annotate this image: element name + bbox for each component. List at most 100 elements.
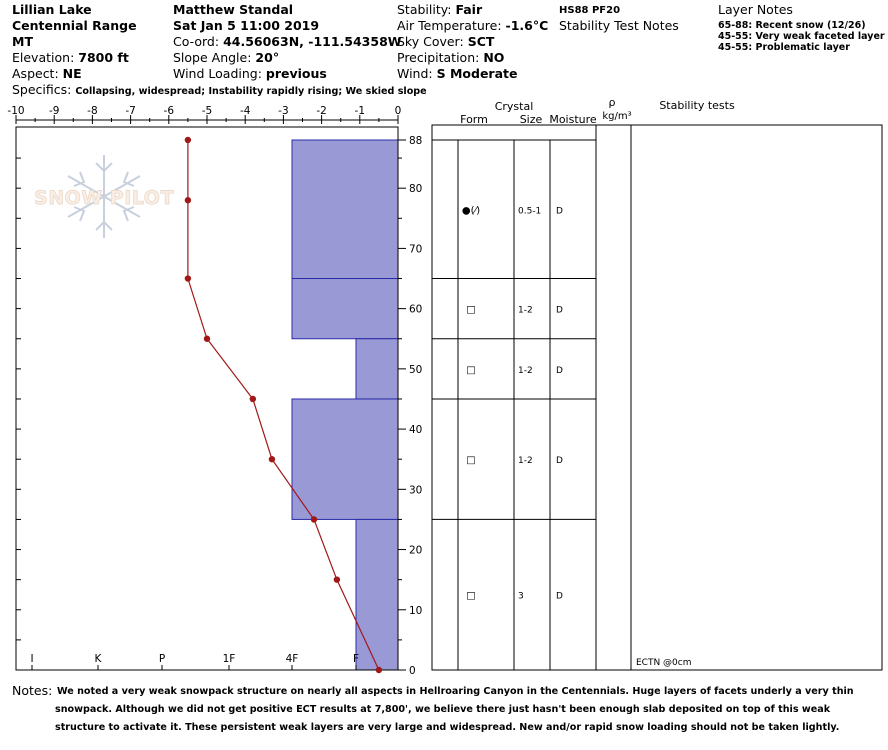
elevation-value: 7800 ft — [78, 50, 129, 65]
wind-loading-label: Wind Loading: — [173, 66, 262, 81]
height-tick-label: 10 — [409, 605, 422, 617]
hardness-tick-label: F — [353, 653, 359, 665]
height-tick-label: 20 — [409, 545, 422, 557]
layer-moisture: D — [556, 206, 563, 216]
precip-value: NO — [483, 50, 505, 65]
temperature-point — [184, 136, 192, 144]
elevation-label: Elevation: — [12, 50, 75, 65]
sky-row: Sky Cover: SCT — [397, 34, 494, 50]
observer-name: Matthew Standal — [173, 2, 294, 17]
hardness-bar — [291, 398, 399, 520]
hs-pf: HS88 PF20 — [559, 5, 621, 16]
stability-test-result: ECTN @0cm — [636, 658, 692, 668]
layer-note: 45-55: Very weak faceted layer — [718, 31, 885, 42]
size-header: Size — [520, 113, 543, 126]
wind-value: S Moderate — [436, 66, 518, 81]
observation-datetime: Sat Jan 5 11:00 2019 — [173, 18, 320, 33]
temperature-point — [184, 197, 192, 204]
height-tick-label: 70 — [409, 243, 422, 255]
aspect-row: Aspect: NE — [12, 66, 82, 82]
temperature-tick-label: -3 — [278, 105, 288, 117]
hardness-tick-label: 1F — [223, 653, 236, 665]
plot-frame: -10 -9 -8 -7 -6 -5 -4 -3 -2 -1 0010203040506070808… — [7, 105, 422, 677]
hardness-profile — [291, 139, 399, 671]
temperature-tick-label: -6 — [164, 105, 175, 117]
layer-size: 1-2 — [518, 366, 533, 376]
height-tick-label: 40 — [409, 424, 422, 436]
temperature-point — [310, 516, 318, 523]
density-header: ρ — [609, 96, 616, 109]
temperature-tick-label: -9 — [49, 105, 59, 117]
layer-form: □ — [466, 591, 475, 602]
range-name: Centennial Range — [12, 18, 137, 33]
wind-loading-row: Wind Loading: previous — [173, 66, 327, 82]
temperature-point — [333, 576, 341, 583]
layer-moisture: D — [556, 306, 563, 316]
layer-table: Crystal Form Size Moisture ρ kg/m³ Stability t… — [431, 96, 883, 671]
height-tick-label: 50 — [409, 364, 422, 376]
notes-label: Notes: — [12, 683, 53, 698]
aspect-label: Aspect: — [12, 66, 59, 81]
layer-size: 0.5-1 — [518, 206, 541, 216]
temperature-tick-label: 0 — [395, 105, 402, 117]
slope-row: Slope Angle: 20° — [173, 50, 279, 66]
stability-label: Stability: — [397, 2, 452, 17]
temperature-profile — [184, 136, 383, 674]
density-unit-header: kg/m³ — [602, 111, 631, 122]
stability-tests-header: Stability tests — [659, 99, 735, 112]
coord-value: 44.56063N, -111.54358W — [223, 34, 402, 49]
snowpilot-watermark: SNOW PILOT — [34, 155, 174, 238]
stability-value: Fair — [455, 2, 483, 17]
table-border — [431, 124, 883, 671]
crystal-header: Crystal — [495, 100, 534, 113]
precip-label: Precipitation: — [397, 50, 480, 65]
notes-line: We noted a very weak snowpack structure … — [57, 686, 854, 697]
temperature-tick-label: -5 — [202, 105, 212, 117]
temperature-tick-label: -10 — [7, 105, 24, 117]
sky-label: Sky Cover: — [397, 34, 464, 49]
elevation-row: Elevation: 7800 ft — [12, 50, 129, 66]
slope-value: 20° — [255, 50, 280, 65]
air-temp-label: Air Temperature: — [397, 18, 502, 33]
layer-form: □ — [466, 455, 475, 466]
notes-line: snowpack. Although we did not get positi… — [55, 704, 831, 715]
form-header: Form — [460, 113, 488, 126]
wind-label: Wind: — [397, 66, 433, 81]
layer-size: 1-2 — [518, 456, 533, 466]
layer-moisture: D — [556, 366, 563, 376]
notes-line: structure to activate it. These persiste… — [55, 722, 840, 733]
layer-form: □ — [466, 305, 475, 316]
layer-notes-title: Layer Notes — [718, 2, 793, 17]
snowpit-chart: SNOW PILOT -10 -9 -8 -7 -6 -5 -4 -3 -2 -1 00102030… — [7, 96, 883, 677]
specifics-value: Collapsing, widespread; Instability rapi… — [75, 86, 427, 97]
temperature-tick-label: -1 — [355, 105, 365, 117]
air-temp-row: Air Temperature: -1.6°C — [397, 18, 548, 34]
temperature-point — [268, 456, 276, 463]
air-temp-value: -1.6°C — [505, 18, 549, 33]
wind-row: Wind: S Moderate — [397, 66, 517, 82]
layer-form: ●(⁄) — [462, 205, 480, 216]
layer-form: □ — [466, 365, 475, 376]
aspect-value: NE — [62, 66, 82, 81]
temperature-tick-label: -4 — [240, 105, 251, 117]
wind-loading-value: previous — [265, 66, 327, 81]
hardness-tick-label: 4F — [286, 653, 299, 665]
sky-value: SCT — [467, 34, 495, 49]
location-name: Lillian Lake — [12, 2, 92, 17]
layer-note: 65-88: Recent snow (12/26) — [718, 20, 866, 31]
layer-note: 45-55: Problematic layer — [718, 42, 850, 53]
slope-label: Slope Angle: — [173, 50, 252, 65]
temperature-tick-label: -8 — [87, 105, 97, 117]
height-tick-label: 60 — [409, 304, 422, 316]
height-tick-label: 88 — [409, 135, 422, 147]
precip-row: Precipitation: NO — [397, 50, 504, 66]
height-tick-label: 80 — [409, 183, 422, 195]
specifics-label: Specifics: — [12, 82, 72, 97]
temperature-tick-label: -7 — [125, 105, 135, 117]
hardness-bar — [291, 139, 399, 280]
moisture-header: Moisture — [549, 113, 597, 126]
hardness-bar — [291, 278, 399, 340]
temperature-point — [184, 275, 192, 282]
snowflake-icon — [67, 155, 141, 238]
specifics-row: Specifics: Collapsing, widespread; Insta… — [12, 82, 427, 100]
